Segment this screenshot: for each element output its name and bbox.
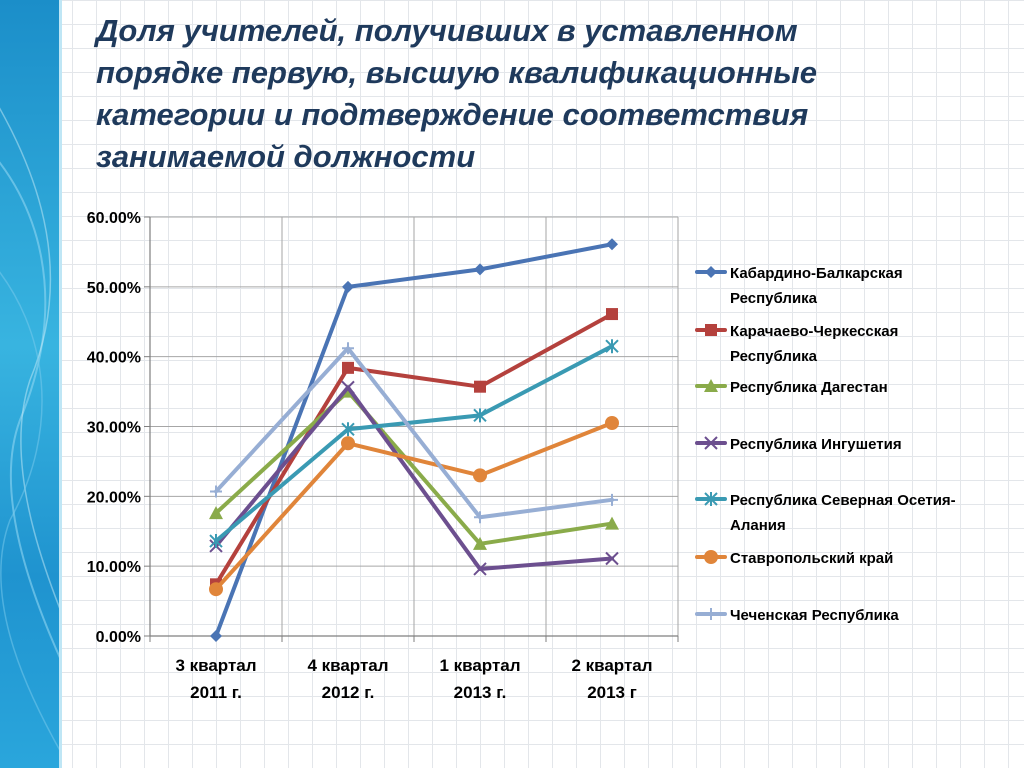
y-tick-label: 10.00% — [87, 559, 141, 576]
y-tick-label: 50.00% — [87, 280, 141, 297]
data-point — [342, 342, 354, 355]
data-point — [605, 416, 619, 431]
data-point — [605, 516, 619, 530]
series-line — [214, 242, 614, 638]
legend-marker — [704, 436, 718, 450]
legend-item: Республика Северная Осетия-Алания — [695, 492, 956, 534]
data-point — [474, 511, 486, 524]
x-axis: 3 квартал 2011 г. 4 квартал 2012 г. 1 кварта… — [149, 635, 679, 702]
y-axis: 0.00% 10.00% 20.00% 30.00% 40.00% 50.00% 60.00… — [87, 210, 151, 646]
data-point — [606, 238, 618, 251]
legend-label: Кабардино-Балкарская Республика — [730, 265, 903, 307]
legend-item: Ставропольский край — [695, 550, 893, 567]
legend-item: Карачаево-Черкесская Республика — [695, 323, 898, 365]
data-point — [605, 551, 619, 566]
y-tick-label: 0.00% — [96, 629, 141, 646]
legend-marker — [704, 492, 718, 506]
data-point — [342, 361, 354, 374]
data-point — [341, 422, 355, 437]
series-line — [214, 344, 614, 544]
legend-marker — [705, 324, 717, 336]
legend-item: Республика Ингушетия — [695, 436, 902, 453]
data-point — [342, 280, 354, 293]
x-tick-label: 2 квартал 2013 г — [571, 656, 652, 702]
series-2 — [210, 308, 618, 591]
slide-title: Доля учителей, получивших в уставленном … — [96, 13, 818, 174]
legend-item: Кабардино-Балкарская Республика — [695, 265, 903, 307]
x-tick-label: 3 квартал 2011 г. — [175, 656, 256, 702]
data-point — [341, 380, 355, 395]
series-5 — [209, 339, 619, 549]
data-point — [210, 630, 222, 642]
data-point — [605, 339, 619, 354]
legend-item: Чеченская Республика — [695, 607, 899, 624]
legend-label: Ставропольский край — [730, 550, 893, 567]
legend-label: Чеченская Республика — [730, 607, 899, 624]
legend-label: Республика Дагестан — [730, 379, 888, 396]
series-line — [214, 421, 614, 592]
data-point — [210, 485, 222, 498]
legend-marker — [704, 550, 718, 564]
x-tick-label: 4 квартал 2012 г. — [307, 656, 388, 702]
data-point — [209, 506, 223, 520]
series-line — [214, 385, 614, 571]
data-point — [209, 582, 223, 597]
legend-marker — [705, 266, 717, 278]
y-tick-label: 60.00% — [87, 210, 141, 227]
series-6 — [209, 416, 619, 597]
y-tick-label: 40.00% — [87, 350, 141, 367]
series-3 — [209, 384, 619, 550]
x-tick-label: 1 квартал 2013 г. — [439, 656, 520, 702]
series-layer — [209, 238, 619, 642]
legend-item: Республика Дагестан — [695, 379, 888, 396]
data-point — [473, 562, 487, 576]
series-line — [214, 312, 614, 587]
legend-label: Карачаево-Черкесская Республика — [730, 323, 898, 365]
data-point — [474, 380, 486, 393]
y-tick-label: 30.00% — [87, 420, 141, 437]
data-point — [473, 408, 487, 423]
data-point — [473, 468, 487, 483]
data-point — [474, 263, 486, 276]
legend-marker — [704, 379, 718, 392]
series-4 — [209, 380, 619, 576]
series-line — [214, 389, 614, 546]
data-point — [606, 493, 618, 506]
decorative-wave-lines — [0, 107, 62, 756]
series-7 — [210, 342, 618, 524]
data-point — [341, 436, 355, 451]
series-1 — [210, 238, 618, 642]
legend-label: Республика Северная Осетия-Алания — [730, 492, 956, 534]
decorative-side-band — [0, 0, 62, 768]
data-point — [209, 534, 223, 549]
legend-marker — [705, 608, 717, 620]
data-point — [473, 536, 487, 550]
legend: Кабардино-Балкарская Республика Карачаево-… — [695, 265, 956, 624]
data-point — [606, 308, 618, 321]
series-line — [214, 346, 614, 520]
legend-label: Республика Ингушетия — [730, 436, 902, 453]
y-tick-label: 20.00% — [87, 489, 141, 506]
